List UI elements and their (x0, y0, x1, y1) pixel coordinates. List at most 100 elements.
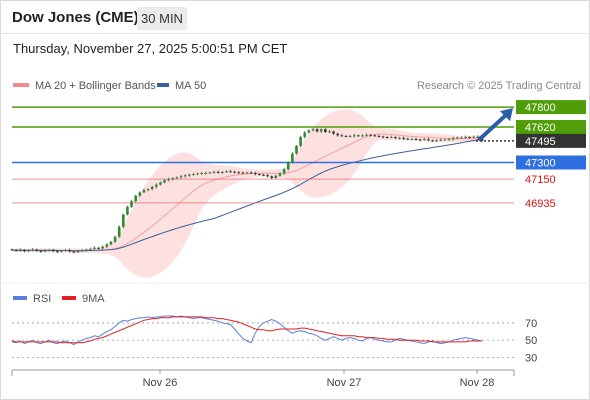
ma50-line (11, 138, 483, 252)
candle-body (406, 138, 410, 140)
candle-body (101, 246, 105, 249)
candle-body (398, 137, 401, 139)
projection-arrowhead (500, 108, 513, 122)
candle-body (295, 145, 298, 154)
candle-body (109, 241, 113, 245)
candle-body (117, 226, 121, 237)
candle-body (340, 135, 344, 137)
candle-body (35, 249, 39, 251)
candle-body (361, 135, 364, 137)
candle-body (187, 174, 191, 176)
support-label: 46935 (525, 198, 556, 210)
candle-body (122, 214, 125, 227)
candle-body (212, 171, 216, 173)
legend-swatch (157, 83, 169, 88)
candle-body (270, 176, 274, 178)
candle-body (394, 137, 397, 139)
header-divider (0, 33, 590, 34)
candle-body (282, 169, 286, 174)
candle-body (208, 172, 212, 174)
pivot-tag (516, 155, 586, 170)
candle-body (435, 140, 438, 142)
ma9-legend-swatch (62, 296, 76, 300)
candle-body (381, 136, 385, 138)
credit-text: Research © 2025 Trading Central (416, 80, 581, 92)
candle-body (76, 250, 80, 253)
candle-body (23, 249, 26, 252)
candle-body (39, 250, 43, 252)
candle-body (97, 247, 100, 249)
pivot-label: 47300 (525, 157, 556, 169)
candle-body (196, 173, 199, 175)
candle-body (472, 136, 476, 138)
ma9-legend-label: 9MA (82, 293, 105, 305)
rsi-line (11, 315, 483, 346)
candle-body (154, 184, 158, 187)
candle-body (443, 139, 447, 141)
candle-body (455, 137, 459, 139)
candle-body (47, 249, 51, 251)
x-axis-label: Nov 27 (327, 377, 362, 389)
rsi-level-label: 50 (525, 335, 537, 347)
candle-body (266, 175, 269, 177)
candle-body (171, 178, 175, 180)
candle-body (439, 139, 443, 141)
candle-body (229, 171, 232, 173)
candle-body (431, 140, 434, 142)
timeframe-button[interactable]: 30 MIN (137, 7, 187, 30)
rsi-level-label: 70 (525, 318, 537, 330)
candle-body (348, 135, 352, 137)
candle-body (319, 129, 323, 132)
candle-body (233, 171, 236, 173)
bollinger-band (12, 109, 482, 278)
candle-body (303, 132, 307, 137)
candle-body (56, 251, 59, 253)
candle-body (138, 192, 142, 196)
last-price-tag (516, 133, 586, 148)
candle-body (31, 249, 34, 251)
candle-body (324, 129, 327, 133)
candle-body (167, 179, 170, 181)
candle-body (377, 135, 381, 137)
candle-body (241, 172, 245, 174)
candle-body (464, 137, 467, 138)
candle-body (249, 172, 253, 174)
candle-body (336, 133, 340, 136)
resistance-label: 47620 (525, 122, 556, 134)
candle-body (311, 129, 315, 131)
candle-body (369, 134, 372, 136)
candle-body (402, 137, 405, 139)
candle-body (150, 186, 154, 190)
candle-body (105, 244, 109, 247)
candle-body (245, 172, 249, 174)
candle-body (220, 171, 224, 173)
candle-body (93, 247, 96, 249)
candle-body (163, 180, 166, 183)
candle-body (183, 175, 187, 177)
support-label: 47150 (525, 174, 556, 186)
candle-body (253, 173, 257, 175)
candle-body (43, 250, 47, 252)
candle-body (418, 139, 422, 141)
chart-datetime: Thursday, November 27, 2025 5:00:51 PM C… (13, 41, 288, 56)
candle-body (357, 135, 360, 137)
candle-body (179, 176, 183, 178)
candle-body (68, 250, 72, 252)
candle-body (344, 135, 348, 137)
candle-body (10, 249, 14, 251)
candle-body (51, 249, 55, 252)
candle-body (80, 250, 84, 252)
candle-body (427, 139, 430, 141)
candle-body (410, 138, 414, 140)
candle-body (422, 139, 426, 141)
legend-label: MA 20 + Bollinger Bands (35, 80, 156, 92)
x-axis-label: Nov 28 (460, 377, 495, 389)
candle-body (18, 249, 22, 251)
projection-arrow (478, 112, 509, 141)
candle-body (352, 135, 356, 137)
candle-body (385, 137, 389, 138)
candle-body (159, 182, 162, 185)
instrument-title: Dow Jones (CME) (12, 9, 139, 26)
candle-body (200, 173, 203, 175)
